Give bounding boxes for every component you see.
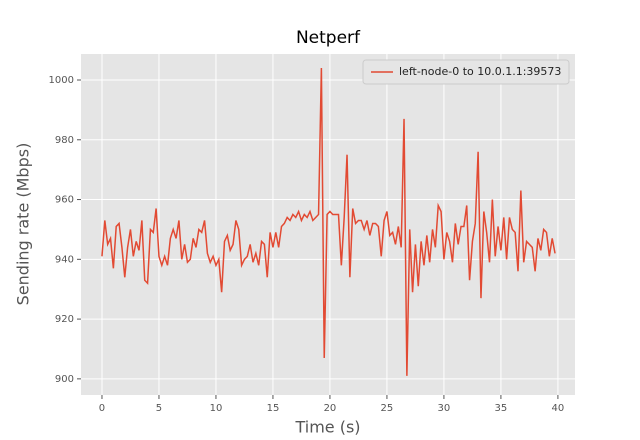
y-tick-label: 1000 <box>49 75 74 86</box>
y-axis-label: Sending rate (Mbps) <box>14 143 33 306</box>
x-tick-label: 40 <box>552 403 565 414</box>
x-tick-label: 0 <box>99 403 105 414</box>
legend-box <box>362 59 570 85</box>
x-tick-label: 15 <box>267 403 280 414</box>
y-tick-label: 900 <box>55 374 74 385</box>
x-axis-label: Time (s) <box>294 418 360 437</box>
plot-area <box>81 54 575 395</box>
x-tick-label: 5 <box>156 403 162 414</box>
legend-label: left-node-0 to 10.0.1.1:39573 <box>399 65 561 78</box>
y-tick-label: 940 <box>55 254 74 265</box>
y-tick-label: 980 <box>55 135 74 146</box>
y-tick-label: 920 <box>55 314 74 325</box>
chart-title: Netperf <box>296 28 361 48</box>
x-tick-label: 25 <box>381 403 394 414</box>
y-tick-label: 960 <box>55 195 74 206</box>
x-tick-label: 30 <box>438 403 451 414</box>
data-line <box>101 68 556 376</box>
x-tick-label: 35 <box>495 403 508 414</box>
x-tick-label: 20 <box>324 403 337 414</box>
x-tick-label: 10 <box>210 403 223 414</box>
